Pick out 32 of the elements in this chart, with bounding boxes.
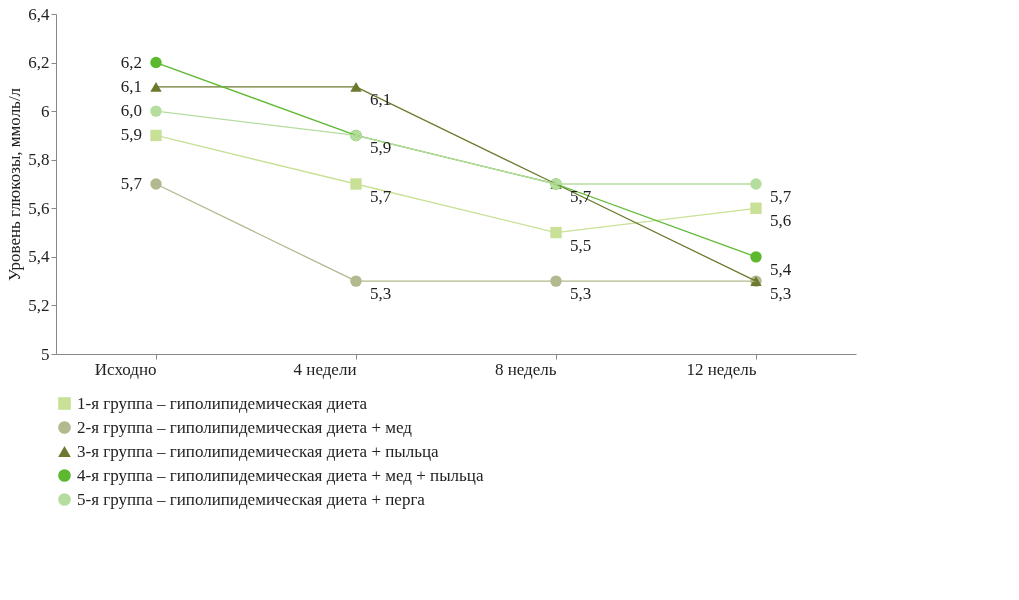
legend-label: 4-я группа – гиполипидемическая диета + мед + пыльца	[77, 465, 484, 485]
legend-label: 1-я группа – гиполипидемическая диета	[77, 393, 368, 413]
data-label: 5,3	[370, 284, 392, 304]
legend-label: 2-я группа – гиполипидемическая диета + мед	[77, 417, 413, 437]
y-tick-label: 6	[41, 101, 50, 121]
x-tick-label: 8 недель	[494, 359, 557, 379]
data-label: 5,7	[370, 187, 392, 206]
data-label: 5,7	[120, 174, 143, 193]
x-tick-label: 12 недель	[686, 359, 757, 379]
y-axis-title: Уровень глюкозы, ммоль/л	[5, 87, 25, 282]
x-tick-label: Исходно	[94, 359, 157, 379]
data-label: 6,0	[120, 101, 142, 121]
y-tick-label: 5,2	[28, 295, 50, 315]
y-tick-label: 5,6	[28, 198, 50, 218]
y-tick-label: 6,2	[28, 53, 50, 73]
legend-label: 5-я группа – гиполипидемическая диета + перга	[77, 489, 426, 509]
data-label: 6,1	[120, 76, 142, 96]
y-tick-label: 5,4	[28, 247, 50, 267]
data-label: 6,2	[120, 52, 142, 72]
y-tick-label: 5	[41, 344, 50, 364]
y-tick-label: 5,8	[28, 150, 50, 170]
x-tick-label: 4 недели	[293, 359, 357, 379]
y-tick-label: 6,4	[28, 4, 50, 24]
data-label: 5,5	[570, 235, 592, 255]
legend-label: 3-я группа – гиполипидемическая диета + пыльца	[77, 441, 440, 461]
data-label: 5,3	[570, 284, 592, 304]
data-label: 5,3	[770, 284, 792, 304]
data-label: 5,7	[770, 187, 792, 206]
data-label: 5,4	[770, 259, 792, 279]
data-label: 5,9	[120, 125, 142, 145]
data-label: 5,9	[370, 138, 392, 158]
data-label: 5,6	[770, 211, 792, 231]
